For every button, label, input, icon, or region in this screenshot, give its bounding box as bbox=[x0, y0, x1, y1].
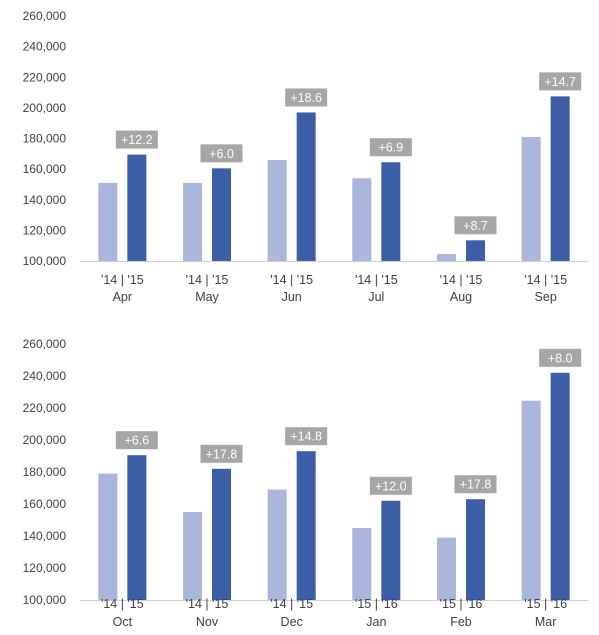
change-label-box bbox=[454, 216, 497, 235]
x-year-label: '14 | '15 bbox=[524, 273, 567, 287]
x-category-label: May bbox=[195, 290, 219, 304]
y-tick-label: 120,000 bbox=[23, 223, 67, 237]
x-year-label: '15 | '16 bbox=[440, 597, 483, 611]
x-category-label: Jul bbox=[368, 290, 384, 304]
change-label-box bbox=[115, 431, 158, 450]
change-label: +14.8 bbox=[290, 430, 322, 444]
change-label: +8.7 bbox=[463, 219, 488, 233]
y-tick-label: 180,000 bbox=[23, 132, 67, 146]
change-label: +6.6 bbox=[124, 434, 149, 448]
change-label-box bbox=[369, 138, 412, 157]
bar-current-year bbox=[550, 96, 570, 261]
change-label: +12.0 bbox=[375, 479, 407, 493]
bar-prior-year bbox=[521, 136, 541, 261]
change-label: +17.8 bbox=[460, 478, 492, 492]
y-tick-label: 120,000 bbox=[23, 561, 67, 575]
x-year-label: '14 | '15 bbox=[101, 273, 144, 287]
change-label: +12.2 bbox=[121, 133, 153, 147]
change-label-box bbox=[200, 444, 243, 463]
bar-prior-year bbox=[183, 182, 202, 261]
bar-current-year bbox=[466, 240, 485, 261]
x-year-label: '14 | '15 bbox=[270, 273, 313, 287]
change-label-box bbox=[115, 130, 158, 149]
bar-current-year bbox=[466, 499, 485, 600]
bar-prior-year bbox=[521, 400, 541, 600]
change-label: +8.0 bbox=[548, 351, 573, 365]
bar-prior-year bbox=[267, 159, 287, 261]
bar-current-year bbox=[550, 372, 570, 600]
bar-prior-year bbox=[352, 528, 372, 600]
bar-prior-year bbox=[98, 473, 118, 600]
y-tick-label: 140,000 bbox=[23, 529, 67, 543]
bar-prior-year bbox=[183, 512, 202, 600]
bar-current-year bbox=[381, 500, 401, 600]
change-label-box bbox=[539, 348, 582, 367]
x-category-label: Dec bbox=[281, 615, 303, 629]
y-tick-label: 220,000 bbox=[23, 401, 67, 415]
x-category-label: Nov bbox=[196, 615, 219, 629]
change-label: +18.6 bbox=[290, 91, 322, 105]
y-tick-label: 180,000 bbox=[23, 465, 67, 479]
y-tick-label: 220,000 bbox=[23, 70, 67, 84]
y-tick-label: 100,000 bbox=[23, 254, 67, 268]
change-label: +6.9 bbox=[378, 141, 403, 155]
change-label: +17.8 bbox=[206, 447, 238, 461]
y-tick-label: 240,000 bbox=[23, 40, 67, 54]
y-tick-label: 200,000 bbox=[23, 101, 67, 115]
x-year-label: '14 | '15 bbox=[186, 597, 229, 611]
x-category-label: Jan bbox=[366, 615, 386, 629]
bar-prior-year bbox=[98, 182, 118, 261]
y-tick-label: 160,000 bbox=[23, 497, 67, 511]
bar-current-year bbox=[212, 168, 231, 261]
x-year-label: '14 | '15 bbox=[101, 597, 144, 611]
x-category-label: Sep bbox=[535, 290, 557, 304]
x-year-label: '14 | '15 bbox=[355, 273, 398, 287]
bar-current-year bbox=[127, 455, 147, 600]
x-category-label: Apr bbox=[113, 290, 132, 304]
y-tick-label: 140,000 bbox=[23, 193, 67, 207]
x-year-label: '15 | '16 bbox=[524, 597, 567, 611]
change-label-box bbox=[539, 72, 582, 91]
change-label-box bbox=[369, 476, 412, 495]
change-label: +6.0 bbox=[209, 147, 234, 161]
change-label-box bbox=[285, 427, 328, 446]
y-tick-label: 100,000 bbox=[23, 593, 67, 607]
x-year-label: '14 | '15 bbox=[270, 597, 313, 611]
x-category-label: Oct bbox=[113, 615, 133, 629]
bar-current-year bbox=[296, 451, 316, 600]
bar-prior-year bbox=[352, 178, 372, 261]
y-tick-label: 240,000 bbox=[23, 369, 67, 383]
x-category-label: Feb bbox=[450, 615, 472, 629]
change-label-box bbox=[454, 475, 497, 494]
y-tick-label: 260,000 bbox=[23, 9, 67, 23]
y-tick-label: 200,000 bbox=[23, 433, 67, 447]
x-category-label: Mar bbox=[535, 615, 557, 629]
x-year-label: '14 | '15 bbox=[440, 273, 483, 287]
bar-current-year bbox=[212, 468, 231, 600]
x-year-label: '15 | '16 bbox=[355, 597, 398, 611]
bar-prior-year bbox=[437, 254, 456, 261]
x-category-label: Aug bbox=[450, 290, 472, 304]
x-year-label: '14 | '15 bbox=[186, 273, 229, 287]
bar-current-year bbox=[381, 162, 401, 261]
change-label-box bbox=[285, 88, 328, 107]
bar-current-year bbox=[127, 154, 147, 261]
x-category-label: Jun bbox=[282, 290, 302, 304]
y-tick-label: 260,000 bbox=[23, 337, 67, 351]
y-tick-label: 160,000 bbox=[23, 162, 67, 176]
change-label-box bbox=[200, 144, 243, 163]
bar-prior-year bbox=[437, 537, 456, 600]
change-label: +14.7 bbox=[544, 75, 576, 89]
bar-current-year bbox=[296, 112, 316, 261]
bar-prior-year bbox=[267, 489, 287, 600]
